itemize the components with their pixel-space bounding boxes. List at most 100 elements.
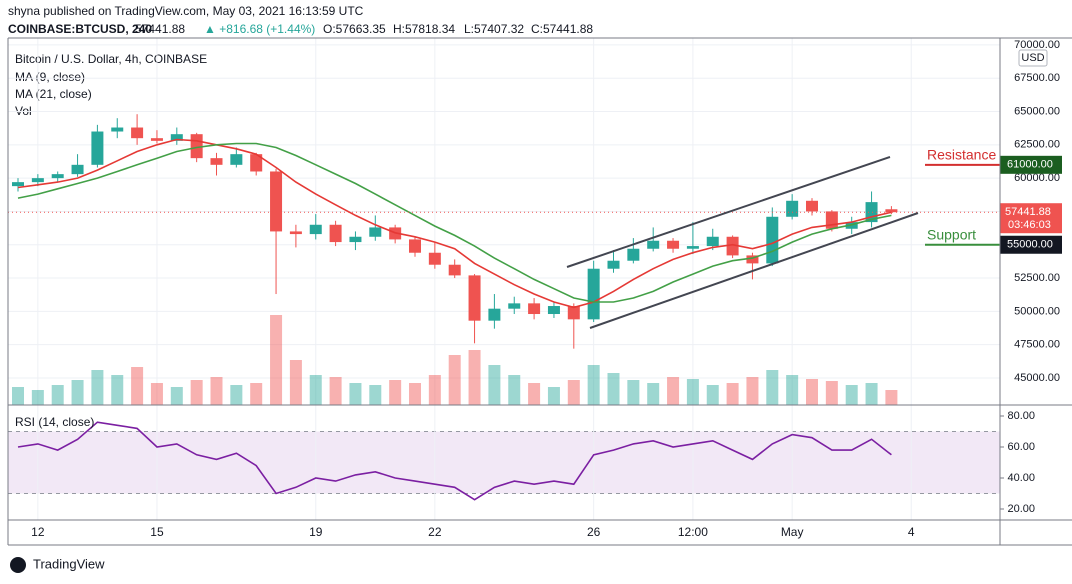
legend-ma21: MA (21, close) — [15, 87, 92, 101]
candle-body — [51, 174, 64, 179]
volume-bar — [786, 375, 799, 405]
rsi-tick-label: 80.00 — [1007, 410, 1035, 422]
ma-line — [17, 142, 892, 303]
last-price-label: 57441.88 — [1005, 206, 1051, 218]
volume-bar — [409, 383, 421, 405]
countdown: 03:46:03 — [1008, 219, 1051, 231]
y-tick-label: 52500.00 — [1014, 272, 1060, 284]
x-tick-label: 4 — [908, 525, 915, 539]
rsi-line — [17, 421, 892, 501]
volume-bar — [170, 387, 183, 405]
ma-line — [17, 138, 892, 309]
candle-body — [627, 248, 640, 261]
rsi-tick-label: 60.00 — [1007, 441, 1035, 453]
volume-bar — [647, 383, 660, 405]
volume-bar — [12, 387, 24, 405]
candle-body — [91, 131, 104, 165]
channel-lower — [589, 212, 919, 329]
rsi-band — [8, 431, 1000, 494]
x-tick-label: 15 — [150, 525, 164, 539]
y-tick-label: 62500.00 — [1014, 139, 1060, 151]
y-tick-label: 67500.00 — [1014, 72, 1060, 84]
y-tick-label: 60000.00 — [1014, 172, 1060, 184]
candle-body — [647, 240, 660, 249]
candle-body — [329, 224, 342, 243]
candle-body — [806, 200, 818, 212]
volume-bar — [766, 370, 779, 405]
x-tick-label: 12:00 — [678, 525, 708, 539]
volume-bar — [746, 377, 759, 405]
y-tick-label: 50000.00 — [1014, 305, 1060, 317]
candle-body — [726, 236, 739, 256]
change: ▲ +816.68 (+1.44%) — [204, 22, 315, 36]
volume-bar — [845, 385, 858, 405]
x-tick-label: 19 — [309, 525, 323, 539]
x-tick-label: 22 — [428, 525, 442, 539]
price: 57441.88 — [135, 22, 185, 36]
rsi-tick-label: 40.00 — [1007, 472, 1035, 484]
candle-body — [488, 308, 501, 321]
volume-bar — [706, 385, 719, 405]
volume-bar — [607, 373, 620, 405]
y-tick-label: 65000.00 — [1014, 105, 1060, 117]
annotation-tag — [1000, 235, 1062, 254]
volume-bar — [111, 375, 124, 405]
candle-body — [369, 227, 382, 237]
volume-bar — [488, 365, 501, 405]
last-price-tag — [1000, 203, 1062, 234]
rsi-tick-label: 20.00 — [1007, 503, 1035, 515]
candle-body — [31, 178, 44, 183]
candle-body — [170, 134, 183, 141]
candle-body — [131, 127, 144, 139]
volume-bar — [806, 379, 818, 405]
volume-bar — [885, 390, 898, 405]
volume-bar — [389, 380, 402, 405]
volume-bar — [51, 385, 64, 405]
volume-bar — [567, 380, 580, 405]
volume-bar — [31, 390, 44, 405]
volume-bar — [627, 380, 640, 405]
candle-body — [547, 306, 560, 315]
candle-body — [150, 138, 163, 141]
y-tick-label: 45000.00 — [1014, 372, 1060, 384]
volume-bar — [369, 385, 382, 405]
volume-bar — [190, 380, 203, 405]
candle-body — [71, 164, 84, 175]
candle-body — [607, 260, 620, 269]
candle-body — [706, 236, 719, 247]
low: L:57407.32 — [464, 22, 524, 36]
symbol: COINBASE:BTCUSD, 240 — [8, 22, 152, 36]
candle-body — [825, 211, 838, 229]
volume-bar — [349, 383, 362, 405]
annotation-tag — [1000, 155, 1062, 174]
candle-body — [230, 154, 243, 165]
candle-body — [746, 255, 759, 264]
candle-body — [468, 275, 481, 321]
candle-body — [349, 236, 362, 243]
candle-body — [528, 303, 541, 315]
y-tick-label: 70000.00 — [1014, 39, 1060, 51]
volume-bar — [329, 377, 342, 405]
volume-bar — [547, 387, 560, 405]
candle-body — [409, 239, 421, 253]
annotation-text: Support — [927, 226, 976, 242]
candle-body — [270, 171, 283, 232]
candle-body — [786, 200, 799, 217]
legend-ma9: MA (9, close) — [15, 70, 85, 84]
volume-bar — [71, 380, 84, 405]
volume-bar — [428, 375, 441, 405]
publisher: shyna published on TradingView.com, May … — [8, 4, 364, 18]
x-tick-label: May — [781, 525, 804, 539]
candle-body — [587, 268, 600, 320]
annotation-label: 61000.00 — [1007, 159, 1053, 171]
volume-bar — [726, 383, 739, 405]
candle-body — [12, 182, 24, 187]
currency: USD — [1021, 52, 1044, 64]
y-tick-label: 47500.00 — [1014, 339, 1060, 351]
volume-bar — [230, 385, 243, 405]
volume-bar — [865, 383, 878, 405]
candle-body — [567, 306, 580, 320]
volume-bar — [309, 375, 322, 405]
candle-body — [667, 240, 680, 249]
